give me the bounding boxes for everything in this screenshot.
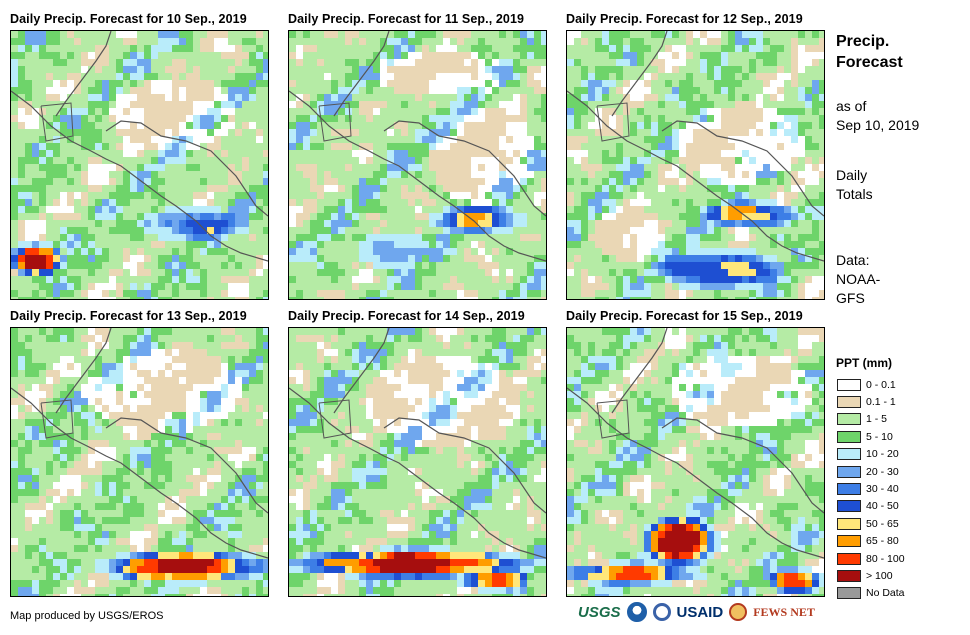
legend-label: No Data <box>866 587 905 600</box>
legend: 0 - 0.1 0.1 - 1 1 - 5 5 - 10 10 - 20 20 - 30 3… <box>837 376 905 602</box>
forecast-map-5 <box>288 327 547 597</box>
legend-swatch <box>837 448 861 461</box>
legend-item: > 100 <box>837 567 905 584</box>
legend-item: 0.1 - 1 <box>837 393 905 410</box>
legend-swatch <box>837 587 861 600</box>
legend-label: 20 - 30 <box>866 465 899 478</box>
legend-swatch <box>837 517 861 530</box>
legend-label: 0.1 - 1 <box>866 396 896 409</box>
legend-item: 1 - 5 <box>837 411 905 428</box>
panel-title-1: Daily Precip. Forecast for 10 Sep., 2019 <box>10 12 247 26</box>
legend-swatch <box>837 413 861 426</box>
legend-label: 10 - 20 <box>866 448 899 461</box>
sidebar-asof-line1: as of <box>836 98 867 114</box>
legend-label: > 100 <box>866 569 893 582</box>
legend-item: 40 - 50 <box>837 498 905 515</box>
legend-item: 65 - 80 <box>837 533 905 550</box>
legend-item: 10 - 20 <box>837 446 905 463</box>
sidebar-totals-line2: Totals <box>836 186 873 202</box>
panel-title-5: Daily Precip. Forecast for 14 Sep., 2019 <box>288 309 525 323</box>
legend-item: 5 - 10 <box>837 428 905 445</box>
sidebar-data-line1: Data: <box>836 252 870 268</box>
forecast-map-3 <box>566 30 825 300</box>
credit-text: Map produced by USGS/EROS <box>10 610 164 622</box>
state-dept-logo-icon <box>652 603 671 621</box>
legend-label: 40 - 50 <box>866 500 899 513</box>
sidebar-totals: Daily Totals <box>836 166 873 204</box>
sidebar-as-of: as of Sep 10, 2019 <box>836 97 919 135</box>
panel-title-3: Daily Precip. Forecast for 12 Sep., 2019 <box>566 12 803 26</box>
sidebar-title: Precip. Forecast <box>836 31 903 73</box>
legend-swatch <box>837 569 861 582</box>
sidebar-data-source: Data: NOAA- GFS <box>836 251 880 308</box>
legend-label: 50 - 65 <box>866 517 899 530</box>
forecast-map-4 <box>10 327 269 597</box>
legend-item: 0 - 0.1 <box>837 376 905 393</box>
sidebar-data-line3: GFS <box>836 290 865 306</box>
legend-item: 30 - 40 <box>837 480 905 497</box>
legend-item: 50 - 65 <box>837 515 905 532</box>
legend-swatch <box>837 430 861 443</box>
legend-label: 30 - 40 <box>866 483 899 496</box>
panel-title-2: Daily Precip. Forecast for 11 Sep., 2019 <box>288 12 525 26</box>
legend-label: 0 - 0.1 <box>866 378 896 391</box>
sidebar-totals-line1: Daily <box>836 167 868 183</box>
sidebar-data-line2: NOAA- <box>836 271 881 287</box>
legend-item: 80 - 100 <box>837 550 905 567</box>
legend-swatch <box>837 465 861 478</box>
forecast-map-1 <box>10 30 269 300</box>
legend-swatch <box>837 483 861 496</box>
sidebar-title-line1: Precip. <box>836 33 890 50</box>
legend-label: 1 - 5 <box>866 413 888 426</box>
panel-title-4: Daily Precip. Forecast for 13 Sep., 2019 <box>10 309 247 323</box>
usgs-logo: USGS <box>578 603 621 621</box>
legend-swatch <box>837 552 861 565</box>
legend-swatch <box>837 500 861 513</box>
fews-logo-icon <box>729 603 748 621</box>
legend-item: 20 - 30 <box>837 463 905 480</box>
panel-title-6: Daily Precip. Forecast for 15 Sep., 2019 <box>566 309 803 323</box>
legend-title: PPT (mm) <box>836 356 893 370</box>
forecast-map-2 <box>288 30 547 300</box>
legend-label: 65 - 80 <box>866 535 899 548</box>
forecast-map-6 <box>566 327 825 597</box>
legend-swatch <box>837 396 861 409</box>
legend-item: No Data <box>837 585 905 602</box>
sidebar-title-line2: Forecast <box>836 54 903 71</box>
sidebar-asof-line2: Sep 10, 2019 <box>836 117 920 133</box>
legend-label: 80 - 100 <box>866 552 905 565</box>
logo-strip: USGS USAID FEWS NET <box>578 602 815 622</box>
legend-swatch <box>837 535 861 548</box>
legend-swatch <box>837 378 861 391</box>
usaid-logo: USAID <box>676 603 724 621</box>
noaa-logo-icon <box>626 602 647 622</box>
legend-label: 5 - 10 <box>866 430 893 443</box>
fews-net-logo: FEWS NET <box>753 604 815 619</box>
